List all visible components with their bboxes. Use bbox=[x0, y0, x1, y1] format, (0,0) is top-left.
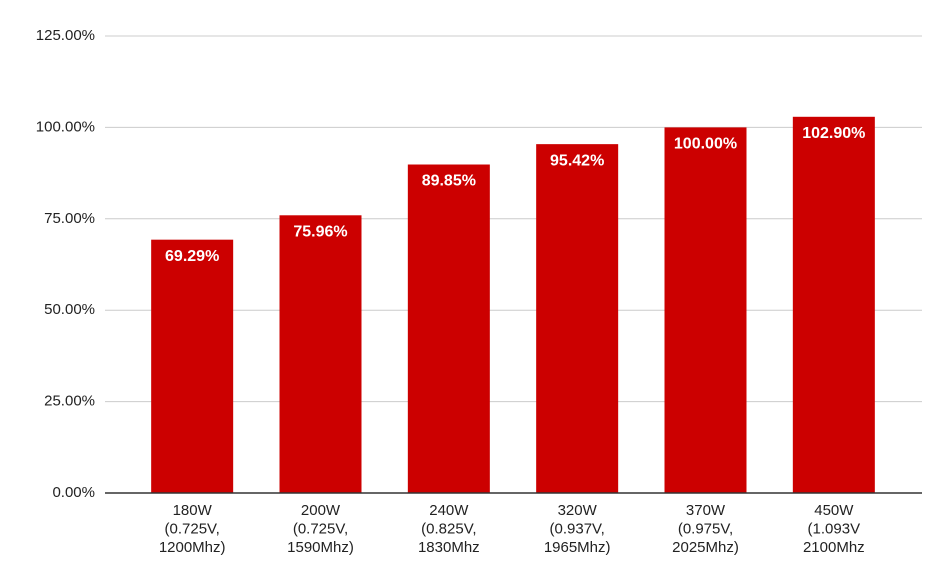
value-label: 100.00% bbox=[674, 136, 737, 153]
bar bbox=[151, 239, 234, 493]
value-label: 102.90% bbox=[802, 125, 865, 142]
x-tick-label: 370W (0.975V, 2025Mhz) bbox=[672, 502, 739, 556]
bar bbox=[407, 164, 490, 493]
y-tick-label: 125.00% bbox=[36, 27, 95, 44]
value-label: 69.29% bbox=[165, 248, 219, 265]
x-tick-label: 450W (1.093V 2100Mhz bbox=[803, 502, 865, 556]
y-tick-label: 75.00% bbox=[44, 210, 95, 227]
value-label: 89.85% bbox=[422, 173, 476, 190]
y-tick-label: 25.00% bbox=[44, 393, 95, 410]
x-tick-label: 240W (0.825V, 1830Mhz bbox=[418, 502, 480, 556]
y-tick-label: 100.00% bbox=[36, 118, 95, 135]
y-tick-label: 50.00% bbox=[44, 301, 95, 318]
x-tick-label: 180W (0.725V, 1200Mhz) bbox=[159, 502, 226, 556]
value-label: 75.96% bbox=[293, 224, 347, 241]
value-label: 95.42% bbox=[550, 152, 604, 169]
x-tick-label: 320W (0.937V, 1965Mhz) bbox=[544, 502, 611, 556]
x-tick-label: 200W (0.725V, 1590Mhz) bbox=[287, 502, 354, 556]
y-tick-label: 0.00% bbox=[52, 484, 95, 501]
bar bbox=[792, 116, 875, 493]
bar bbox=[279, 215, 362, 494]
bar bbox=[536, 144, 619, 494]
bar bbox=[664, 127, 747, 494]
